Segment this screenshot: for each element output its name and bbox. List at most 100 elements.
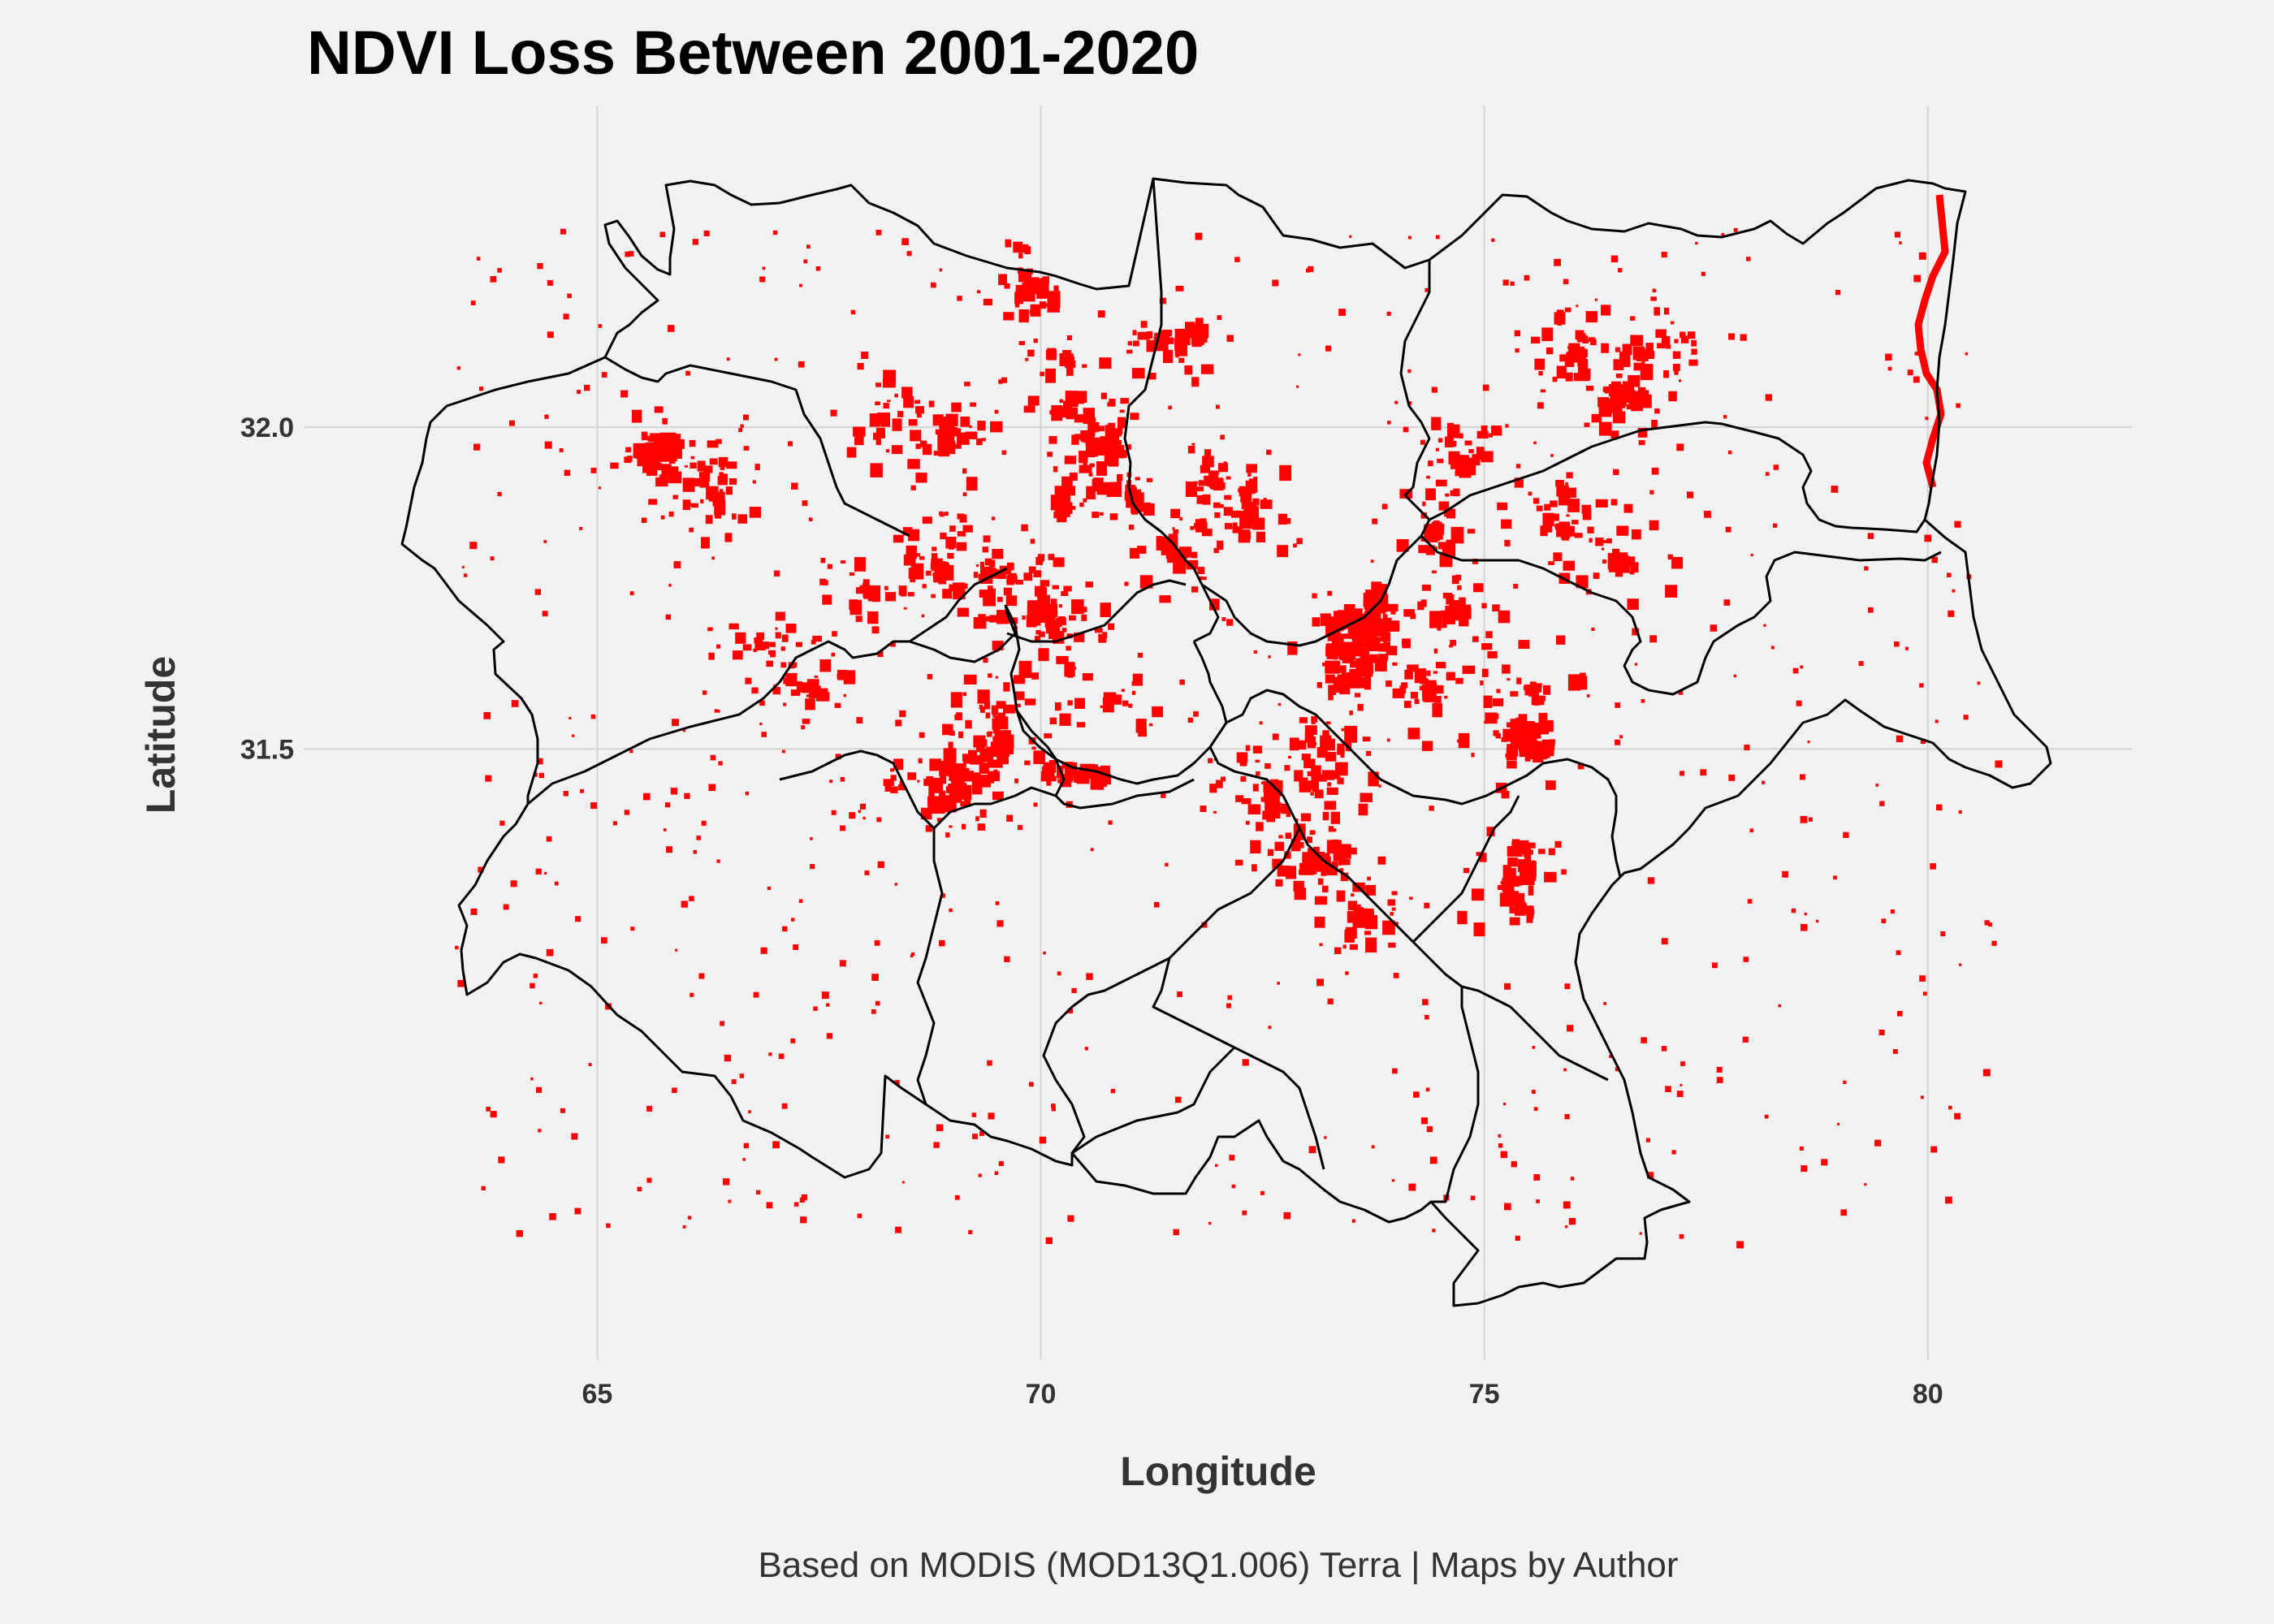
ndvi-loss-patch	[1424, 584, 1429, 590]
ndvi-loss-patch	[981, 438, 986, 442]
ndvi-loss-patch	[928, 400, 935, 408]
ndvi-loss-patch	[1433, 671, 1438, 674]
ndvi-loss-patch	[1334, 611, 1348, 620]
ndvi-loss-patch	[720, 473, 728, 482]
ndvi-loss-patch	[629, 749, 633, 754]
ndvi-loss-patch	[1651, 467, 1659, 475]
ndvi-loss-patch	[929, 796, 943, 811]
ndvi-loss-patch	[1374, 606, 1382, 614]
ndvi-loss-patch	[1679, 379, 1682, 382]
ndvi-loss-patch	[1191, 551, 1198, 559]
ndvi-loss-patch	[1448, 511, 1455, 519]
ndvi-loss-patch	[862, 583, 869, 590]
ndvi-loss-patch	[1566, 514, 1570, 517]
grid-lines	[305, 106, 2132, 1360]
ndvi-loss-patch	[1216, 404, 1220, 409]
ndvi-loss-patch	[1197, 330, 1202, 335]
ndvi-loss-patch	[479, 387, 484, 391]
ndvi-loss-patch	[1563, 533, 1571, 538]
ndvi-loss-patch	[1367, 876, 1371, 881]
ndvi-loss-patch	[1502, 279, 1509, 286]
ndvi-loss-patch	[646, 1177, 652, 1183]
ndvi-loss-patch	[1504, 1203, 1511, 1211]
ndvi-loss-patch	[960, 417, 971, 427]
ndvi-loss-patch	[1195, 232, 1203, 240]
ndvi-loss-patch	[1098, 633, 1107, 643]
ndvi-loss-patch	[1728, 774, 1736, 781]
ndvi-loss-patch	[903, 554, 916, 566]
ndvi-loss-patch	[1358, 803, 1368, 816]
ndvi-loss-patch	[926, 775, 934, 786]
ndvi-loss-patch	[1463, 604, 1471, 611]
ndvi-loss-patch	[1344, 725, 1357, 743]
ndvi-loss-patch	[877, 651, 884, 658]
ndvi-loss-patch	[1736, 1241, 1744, 1249]
ndvi-loss-patch	[1074, 414, 1084, 423]
ndvi-loss-patch	[1514, 330, 1521, 337]
ndvi-loss-patch	[1022, 615, 1026, 620]
ndvi-loss-patch	[620, 390, 628, 398]
ndvi-loss-patch	[1544, 871, 1557, 883]
ndvi-loss-patch	[1176, 335, 1190, 343]
ndvi-loss-patch	[1800, 774, 1805, 780]
ndvi-loss-patch	[1050, 598, 1057, 611]
ndvi-loss-patch	[1386, 311, 1391, 316]
ndvi-loss-patch	[1371, 581, 1382, 594]
ndvi-loss-patch	[931, 779, 937, 786]
ndvi-loss-patch	[1821, 1159, 1828, 1166]
ndvi-loss-patch	[961, 784, 972, 800]
ndvi-loss-patch	[1674, 339, 1679, 343]
ndvi-loss-patch	[1533, 441, 1537, 445]
ndvi-loss-patch	[1528, 491, 1533, 496]
ndvi-loss-patch	[1727, 450, 1732, 455]
ndvi-loss-patch	[1778, 1004, 1781, 1008]
ndvi-loss-patch	[1137, 652, 1143, 659]
ndvi-loss-patch	[1378, 584, 1388, 596]
ndvi-loss-patch	[490, 276, 497, 283]
ndvi-loss-patch	[590, 468, 597, 473]
ndvi-loss-patch	[1338, 861, 1342, 866]
ndvi-loss-patch	[1340, 872, 1349, 882]
ndvi-loss-patch	[1213, 470, 1219, 475]
ndvi-loss-patch	[1018, 270, 1032, 279]
ndvi-loss-patch	[1570, 1177, 1575, 1181]
ndvi-loss-patch	[1288, 755, 1292, 759]
ndvi-loss-patch	[649, 459, 661, 467]
ndvi-loss-patch	[1217, 463, 1229, 473]
ndvi-loss-patch	[1518, 714, 1528, 724]
ndvi-loss-patch	[1630, 562, 1639, 572]
ndvi-loss-patch	[530, 983, 535, 989]
ndvi-loss-patch	[1464, 440, 1472, 446]
ndvi-loss-patch	[1564, 1114, 1570, 1120]
ndvi-loss-patch	[769, 641, 776, 647]
ndvi-loss-patch	[785, 624, 797, 633]
ndvi-loss-patch	[1533, 498, 1540, 504]
ndvi-loss-patch	[1431, 417, 1442, 430]
ndvi-loss-patch	[1003, 682, 1010, 692]
ndvi-loss-patch	[1663, 370, 1669, 378]
ndvi-loss-patch	[1071, 506, 1076, 510]
ndvi-loss-patch	[1355, 633, 1364, 646]
ndvi-loss-patch	[1351, 893, 1355, 897]
ndvi-loss-patch	[1396, 539, 1409, 552]
ndvi-loss-patch	[977, 823, 986, 831]
ndvi-loss-patch	[1388, 942, 1396, 948]
ndvi-loss-patch	[1450, 490, 1457, 496]
ndvi-loss-patch	[1024, 246, 1031, 255]
ndvi-loss-patch	[1520, 732, 1525, 738]
ndvi-loss-patch	[659, 231, 666, 238]
ndvi-loss-patch	[753, 991, 759, 998]
ndvi-loss-patch	[992, 549, 1004, 559]
ndvi-loss-patch	[1259, 721, 1263, 725]
ndvi-loss-patch	[996, 920, 1004, 927]
ndvi-loss-patch	[1524, 274, 1530, 281]
ndvi-loss-patch	[1265, 763, 1271, 769]
ndvi-loss-patch	[1286, 866, 1297, 879]
ndvi-loss-patch	[798, 361, 805, 368]
ndvi-loss-patch	[1220, 434, 1225, 440]
ndvi-loss-patch	[1424, 1014, 1429, 1020]
ndvi-loss-patch	[486, 1107, 491, 1112]
ndvi-loss-patch	[1728, 333, 1736, 340]
ndvi-loss-patch	[1541, 327, 1554, 342]
ndvi-loss-patch	[654, 406, 664, 413]
